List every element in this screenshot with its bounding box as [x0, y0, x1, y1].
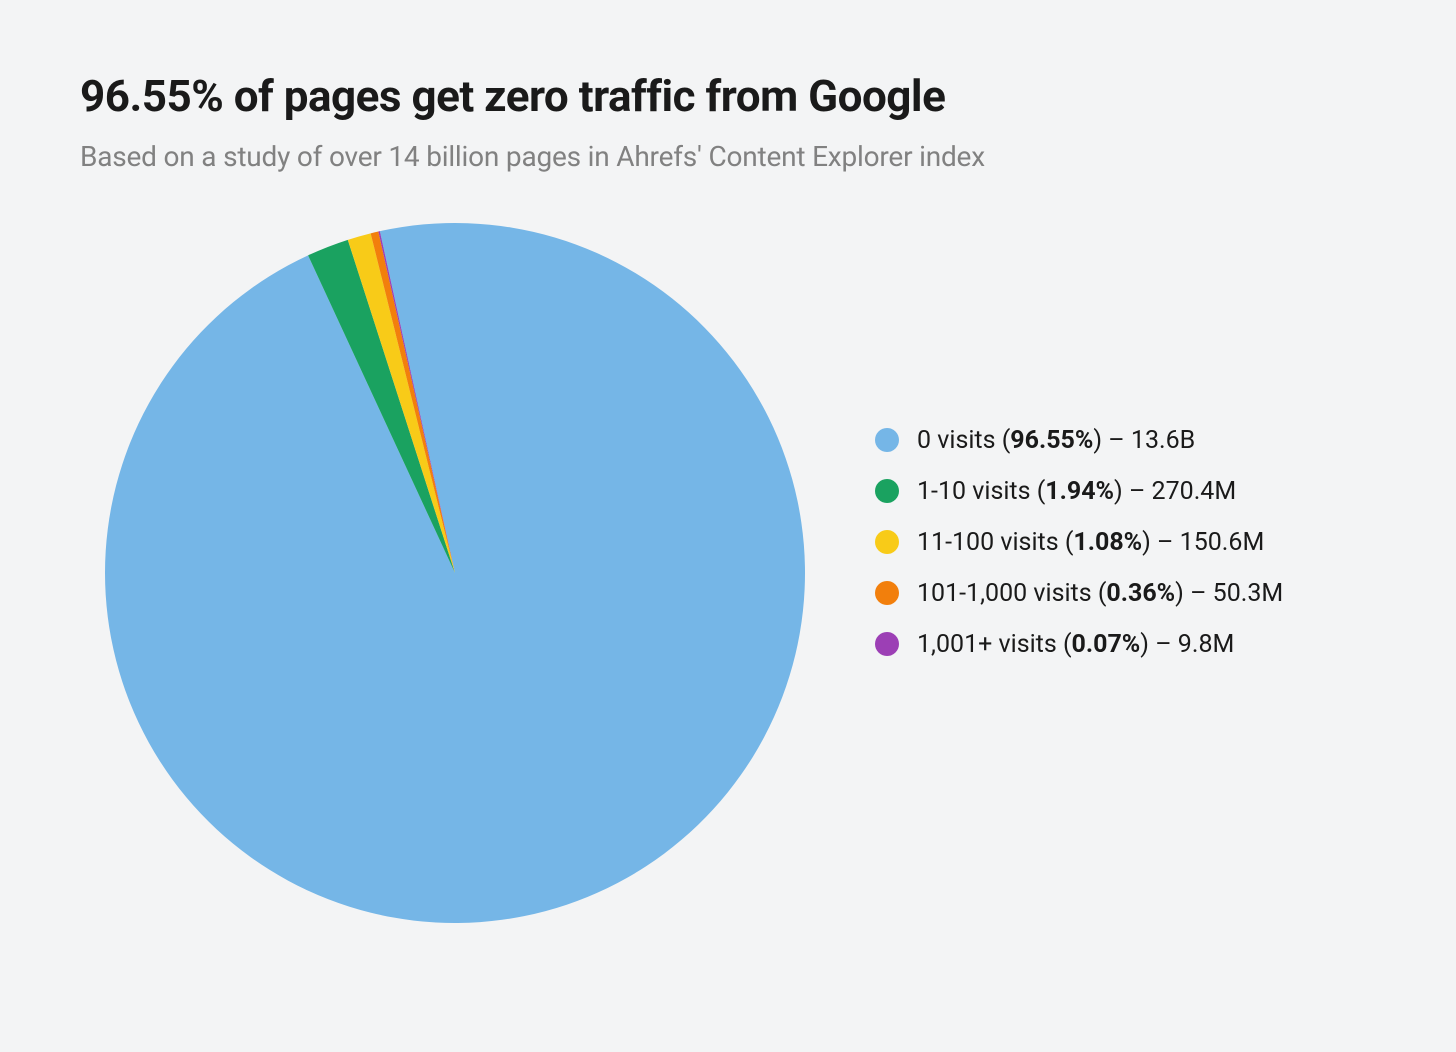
- legend-swatch: [875, 479, 899, 503]
- legend-label-percent: 96.55%: [1010, 426, 1093, 455]
- legend-label-prefix: 0 visits (: [917, 426, 1010, 455]
- legend-label: 101-1,000 visits (0.36%) – 50.3M: [917, 579, 1283, 608]
- chart-card: 96.55% of pages get zero traffic from Go…: [0, 0, 1456, 923]
- legend-swatch: [875, 428, 899, 452]
- legend-label-prefix: 1,001+ visits (: [917, 630, 1072, 659]
- legend-label-prefix: 11-100 visits (: [917, 528, 1073, 557]
- legend-item: 0 visits (96.55%) – 13.6B: [875, 426, 1283, 455]
- legend: 0 visits (96.55%) – 13.6B1-10 visits (1.…: [875, 426, 1283, 681]
- legend-label-suffix: ) – 150.6M: [1142, 528, 1264, 557]
- legend-label-percent: 0.07%: [1072, 630, 1141, 659]
- legend-label-suffix: ) – 50.3M: [1175, 579, 1283, 608]
- legend-item: 1-10 visits (1.94%) – 270.4M: [875, 477, 1283, 506]
- legend-item: 1,001+ visits (0.07%) – 9.8M: [875, 630, 1283, 659]
- legend-label: 1-10 visits (1.94%) – 270.4M: [917, 477, 1236, 506]
- legend-item: 101-1,000 visits (0.36%) – 50.3M: [875, 579, 1283, 608]
- legend-label-percent: 0.36%: [1106, 579, 1175, 608]
- legend-item: 11-100 visits (1.08%) – 150.6M: [875, 528, 1283, 557]
- legend-label-prefix: 1-10 visits (: [917, 477, 1045, 506]
- pie-svg: [105, 223, 805, 923]
- legend-label-suffix: ) – 13.6B: [1093, 426, 1195, 455]
- legend-label: 0 visits (96.55%) – 13.6B: [917, 426, 1195, 455]
- legend-label-suffix: ) – 9.8M: [1140, 630, 1234, 659]
- legend-label-suffix: ) – 270.4M: [1114, 477, 1236, 506]
- chart-title: 96.55% of pages get zero traffic from Go…: [80, 70, 1376, 122]
- legend-label: 1,001+ visits (0.07%) – 9.8M: [917, 630, 1234, 659]
- pie-chart: [105, 223, 805, 923]
- chart-subtitle: Based on a study of over 14 billion page…: [80, 140, 1376, 173]
- legend-label-percent: 1.08%: [1073, 528, 1142, 557]
- legend-swatch: [875, 632, 899, 656]
- chart-area: 0 visits (96.55%) – 13.6B1-10 visits (1.…: [80, 223, 1376, 923]
- legend-swatch: [875, 530, 899, 554]
- legend-swatch: [875, 581, 899, 605]
- legend-label: 11-100 visits (1.08%) – 150.6M: [917, 528, 1264, 557]
- legend-label-prefix: 101-1,000 visits (: [917, 579, 1106, 608]
- legend-label-percent: 1.94%: [1045, 477, 1114, 506]
